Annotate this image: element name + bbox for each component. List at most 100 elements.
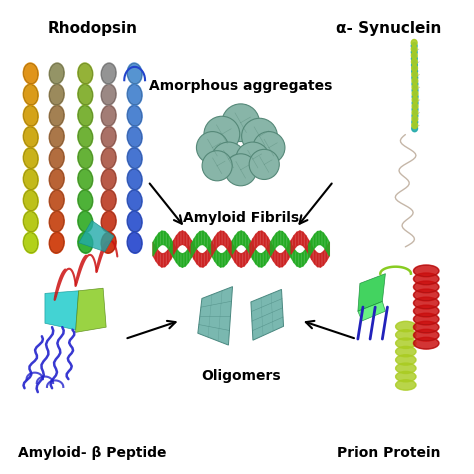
- Ellipse shape: [412, 122, 418, 128]
- Ellipse shape: [412, 87, 418, 94]
- Circle shape: [204, 116, 240, 152]
- Circle shape: [249, 149, 279, 180]
- Polygon shape: [75, 288, 106, 332]
- Ellipse shape: [413, 337, 439, 349]
- Ellipse shape: [101, 84, 116, 105]
- Ellipse shape: [411, 43, 417, 49]
- Text: Prion Protein: Prion Protein: [337, 446, 441, 460]
- Ellipse shape: [23, 105, 38, 127]
- Ellipse shape: [396, 355, 416, 365]
- Ellipse shape: [412, 68, 418, 74]
- Ellipse shape: [396, 346, 416, 357]
- Text: Amyloid- β Peptide: Amyloid- β Peptide: [18, 446, 166, 460]
- Ellipse shape: [49, 84, 64, 105]
- Ellipse shape: [49, 211, 64, 232]
- Ellipse shape: [413, 289, 439, 301]
- Ellipse shape: [412, 109, 418, 116]
- Ellipse shape: [127, 127, 142, 147]
- Text: α- Synuclein: α- Synuclein: [337, 21, 442, 36]
- Ellipse shape: [101, 147, 116, 169]
- Ellipse shape: [101, 127, 116, 147]
- Ellipse shape: [412, 78, 418, 84]
- Ellipse shape: [23, 232, 38, 253]
- Ellipse shape: [127, 190, 142, 211]
- Ellipse shape: [101, 232, 116, 253]
- Circle shape: [211, 142, 246, 176]
- Ellipse shape: [411, 39, 417, 46]
- Circle shape: [236, 142, 270, 176]
- Ellipse shape: [412, 112, 418, 119]
- Text: Amorphous aggregates: Amorphous aggregates: [149, 79, 332, 93]
- Ellipse shape: [396, 338, 416, 348]
- Ellipse shape: [412, 90, 418, 97]
- Ellipse shape: [412, 116, 418, 122]
- Ellipse shape: [412, 119, 418, 126]
- Ellipse shape: [413, 297, 439, 309]
- Ellipse shape: [127, 232, 142, 253]
- Circle shape: [225, 154, 257, 186]
- Ellipse shape: [78, 127, 93, 147]
- Ellipse shape: [101, 169, 116, 190]
- Circle shape: [253, 132, 285, 164]
- Ellipse shape: [412, 93, 418, 100]
- Ellipse shape: [412, 81, 418, 87]
- Ellipse shape: [23, 169, 38, 190]
- Ellipse shape: [49, 169, 64, 190]
- Ellipse shape: [412, 125, 418, 132]
- Polygon shape: [79, 220, 114, 252]
- Ellipse shape: [412, 106, 418, 113]
- Circle shape: [196, 132, 228, 164]
- Text: Amyloid Fibrils: Amyloid Fibrils: [182, 211, 299, 226]
- Ellipse shape: [396, 363, 416, 374]
- Ellipse shape: [413, 329, 439, 341]
- Polygon shape: [358, 301, 385, 321]
- Ellipse shape: [411, 55, 417, 62]
- Ellipse shape: [78, 63, 93, 84]
- Ellipse shape: [101, 105, 116, 127]
- Ellipse shape: [411, 52, 417, 59]
- Ellipse shape: [23, 147, 38, 169]
- Ellipse shape: [412, 97, 418, 103]
- Ellipse shape: [101, 63, 116, 84]
- Ellipse shape: [49, 190, 64, 211]
- Ellipse shape: [127, 147, 142, 169]
- Ellipse shape: [78, 190, 93, 211]
- Ellipse shape: [413, 281, 439, 293]
- Text: Rhodopsin: Rhodopsin: [47, 21, 137, 36]
- Ellipse shape: [396, 329, 416, 340]
- Ellipse shape: [78, 147, 93, 169]
- Ellipse shape: [23, 211, 38, 232]
- Polygon shape: [198, 287, 233, 345]
- Ellipse shape: [23, 127, 38, 147]
- Ellipse shape: [49, 63, 64, 84]
- Ellipse shape: [78, 105, 93, 127]
- Ellipse shape: [78, 169, 93, 190]
- Ellipse shape: [127, 169, 142, 190]
- Ellipse shape: [396, 372, 416, 382]
- Ellipse shape: [23, 63, 38, 84]
- Polygon shape: [251, 290, 283, 340]
- Polygon shape: [45, 291, 79, 330]
- Ellipse shape: [412, 103, 418, 109]
- Ellipse shape: [412, 71, 418, 78]
- Circle shape: [202, 151, 232, 181]
- Ellipse shape: [127, 211, 142, 232]
- Ellipse shape: [413, 273, 439, 285]
- Ellipse shape: [411, 65, 418, 72]
- Text: Oligomers: Oligomers: [201, 369, 281, 383]
- Circle shape: [222, 104, 260, 142]
- Ellipse shape: [411, 58, 417, 65]
- Ellipse shape: [78, 232, 93, 253]
- Ellipse shape: [412, 100, 418, 106]
- Ellipse shape: [413, 265, 439, 277]
- Ellipse shape: [413, 305, 439, 317]
- Ellipse shape: [412, 74, 418, 81]
- Ellipse shape: [78, 211, 93, 232]
- Ellipse shape: [127, 63, 142, 84]
- Ellipse shape: [23, 190, 38, 211]
- Ellipse shape: [78, 84, 93, 105]
- Ellipse shape: [127, 84, 142, 105]
- Ellipse shape: [413, 321, 439, 333]
- Ellipse shape: [411, 62, 418, 68]
- Ellipse shape: [101, 190, 116, 211]
